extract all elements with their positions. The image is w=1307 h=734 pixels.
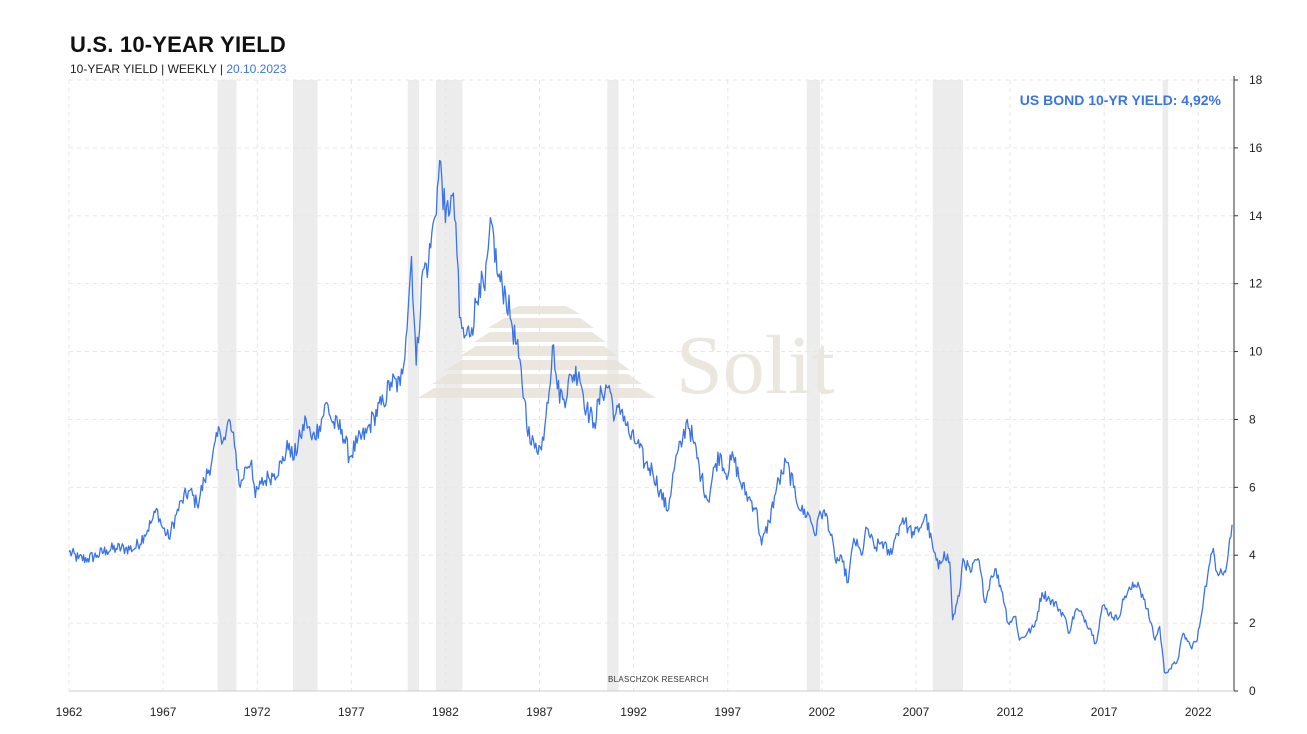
x-tick-label: 2022 bbox=[1185, 705, 1212, 719]
recession-bands bbox=[217, 80, 1169, 691]
recession-band bbox=[806, 80, 820, 691]
x-tick-label: 2017 bbox=[1091, 705, 1118, 719]
x-tick-label: 2007 bbox=[903, 705, 930, 719]
series-line-10y-yield bbox=[68, 159, 1233, 674]
x-tick-label: 1977 bbox=[338, 705, 365, 719]
watermark-logo: Solit bbox=[418, 306, 835, 412]
y-axis bbox=[69, 76, 1235, 692]
recession-band bbox=[217, 80, 237, 691]
recession-band bbox=[932, 80, 963, 691]
subtitle-date: 20.10.2023 bbox=[226, 62, 287, 76]
recession-band bbox=[292, 80, 318, 691]
y-tick-label: 8 bbox=[1249, 412, 1256, 426]
x-tick-label: 1972 bbox=[244, 705, 271, 719]
gridlines bbox=[68, 79, 1234, 692]
y-axis-ticks: 0 2 4 6 8 10 12 14 16 18 bbox=[1234, 73, 1263, 698]
chart-subtitle: 10-YEAR YIELD | WEEKLY | 20.10.2023 bbox=[70, 62, 286, 76]
y-tick-label: 10 bbox=[1249, 345, 1263, 359]
chart-title: U.S. 10-YEAR YIELD bbox=[70, 32, 286, 57]
series-layer bbox=[68, 159, 1233, 674]
credit-text: BLASCHZOK RESEARCH bbox=[608, 675, 709, 684]
x-tick-label: 1967 bbox=[150, 705, 177, 719]
y-tick-label: 18 bbox=[1249, 73, 1263, 87]
y-tick-label: 2 bbox=[1249, 616, 1256, 630]
y-tick-label: 4 bbox=[1249, 548, 1256, 562]
y-tick-label: 0 bbox=[1249, 684, 1256, 698]
x-tick-label: 2012 bbox=[997, 705, 1024, 719]
x-tick-label: 1982 bbox=[432, 705, 459, 719]
y-tick-label: 6 bbox=[1249, 480, 1256, 494]
y-tick-label: 12 bbox=[1249, 277, 1263, 291]
recession-band bbox=[1162, 80, 1169, 691]
y-tick-label: 14 bbox=[1249, 209, 1263, 223]
x-tick-label: 1987 bbox=[526, 705, 553, 719]
x-tick-label: 2002 bbox=[808, 705, 835, 719]
x-axis-ticks: 1962 1967 1972 1977 1982 1987 1992 1997 2002 2007… bbox=[56, 705, 1212, 719]
current-value-label: US BOND 10-YR YIELD: 4,92% bbox=[1019, 92, 1221, 108]
x-tick-label: 1997 bbox=[714, 705, 741, 719]
x-tick-label: 1962 bbox=[56, 705, 83, 719]
subtitle-prefix: 10-YEAR YIELD | WEEKLY | bbox=[70, 62, 227, 76]
y-tick-label: 16 bbox=[1249, 141, 1263, 155]
recession-band bbox=[407, 80, 420, 691]
watermark-text: Solit bbox=[676, 319, 835, 412]
x-tick-label: 1992 bbox=[620, 705, 647, 719]
recession-band bbox=[607, 80, 619, 691]
recession-band bbox=[436, 80, 463, 691]
